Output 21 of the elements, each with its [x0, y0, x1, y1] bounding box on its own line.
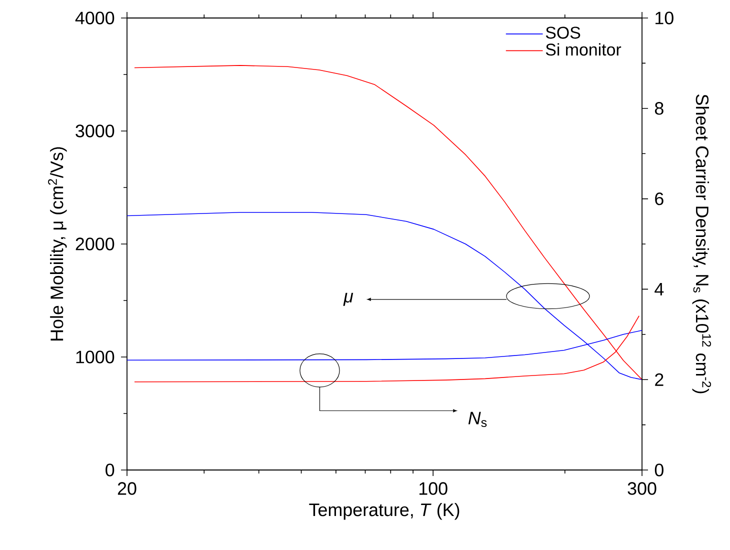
annotation: N$_{s}$ — [468, 412, 487, 427]
x-tick-label: 300 — [628, 482, 656, 495]
legend-label: Si monitor — [546, 43, 622, 56]
y2-tick-label: 0 — [654, 464, 664, 476]
y-tick-label: 1000 — [76, 350, 114, 364]
x-tick-label: 20 — [118, 482, 136, 495]
y-tick-label: 0 — [106, 464, 114, 476]
y2-tick-label: 10 — [656, 12, 674, 24]
y2-tick-label: 4 — [654, 283, 664, 296]
y-tick-label: 2000 — [76, 238, 114, 250]
y2-axis-title: Sheet Carrier Density, N$_{s}$ (x10$^{12}$ cm$^{-2}$) — [692, 94, 712, 394]
y-tick-label: 4000 — [75, 12, 114, 24]
y-tick-label: 3000 — [76, 124, 114, 138]
y-axis-title: Hole Mobility, μ (cm$^{2}$/Vs) — [48, 147, 67, 340]
x-axis-title: Temperature, T (K) — [309, 503, 460, 520]
y2-tick-label: 2 — [655, 373, 664, 386]
x-tick-label: 100 — [419, 482, 448, 495]
y2-tick-label: 8 — [654, 102, 664, 115]
annotation: μ — [343, 292, 354, 306]
legend-label: SOS — [546, 26, 580, 39]
y2-tick-label: 6 — [655, 192, 664, 206]
